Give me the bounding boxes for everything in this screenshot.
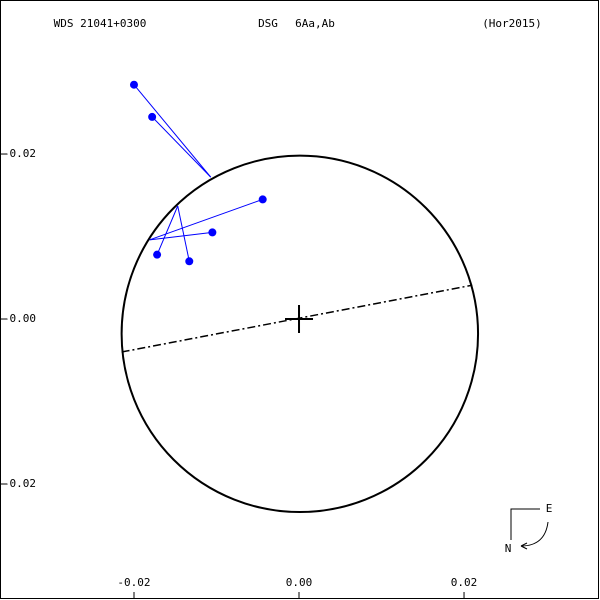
x-tick-label: -0.02 bbox=[117, 576, 150, 589]
orbit bbox=[120, 154, 480, 514]
pair: 6Aa,Ab bbox=[295, 17, 335, 30]
residual-line bbox=[133, 84, 212, 178]
y-tick-label: -0.02 bbox=[3, 477, 36, 490]
chart-title: WDS 21041+0300 bbox=[54, 17, 147, 30]
residual-line bbox=[177, 205, 190, 262]
east-label: E bbox=[546, 502, 553, 515]
y-tick-label: -0.02 bbox=[3, 147, 36, 160]
observation bbox=[129, 80, 138, 89]
compass-axes bbox=[510, 508, 540, 540]
x-tick-label: 0.02 bbox=[451, 576, 478, 589]
observation bbox=[258, 195, 267, 204]
residual-line bbox=[151, 116, 212, 178]
compass-arc bbox=[520, 521, 549, 547]
primary-star bbox=[285, 305, 314, 334]
residual-line bbox=[149, 198, 263, 241]
observation bbox=[208, 228, 217, 237]
observation bbox=[148, 112, 157, 121]
observation bbox=[153, 250, 162, 259]
compass-arrow bbox=[520, 542, 528, 550]
north-label: N bbox=[505, 542, 512, 555]
observation bbox=[185, 257, 194, 266]
residual-line bbox=[149, 231, 213, 241]
residual-line bbox=[156, 205, 179, 255]
compass bbox=[510, 508, 549, 550]
y-tick-label: -0.00 bbox=[3, 312, 36, 325]
discoverer: DSG bbox=[258, 17, 278, 30]
x-tick-label: 0.00 bbox=[286, 576, 313, 589]
reference: (Hor2015) bbox=[482, 17, 542, 30]
